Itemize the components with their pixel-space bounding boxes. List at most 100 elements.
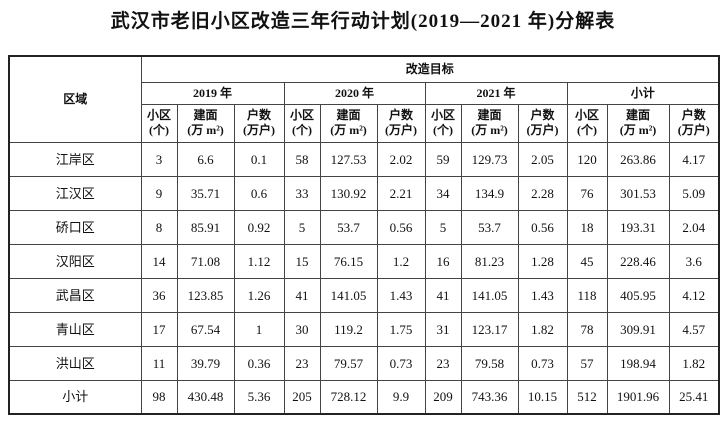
value-cell: 6.6: [176, 141, 235, 177]
value-cell: 0.73: [517, 345, 568, 381]
column-header-line: (个): [433, 123, 453, 137]
column-header-line: (万 m²): [187, 123, 224, 137]
value-cell: 123.85: [176, 277, 235, 313]
value-cell: 2.04: [668, 209, 720, 245]
value-cell: 1: [233, 311, 285, 347]
value-cell: 59: [424, 141, 462, 177]
value-cell: 263.86: [606, 141, 670, 177]
value-cell: 23: [424, 345, 462, 381]
data-row: 青山区 17 67.54 1 30 119.2 1.75 31 123.17 1.82 78 309.…: [8, 311, 720, 347]
value-cell: 130.92: [319, 175, 378, 211]
data-row: 武昌区 36 123.85 1.26 41 141.05 1.43 41 141.05 1.43 1…: [8, 277, 720, 313]
value-cell: 743.36: [460, 379, 519, 415]
value-cell: 81.23: [460, 243, 519, 279]
value-cell: 1.28: [517, 243, 568, 279]
column-header-line: 建面: [625, 108, 650, 122]
region-header: 区域: [8, 55, 142, 143]
value-cell: 405.95: [606, 277, 670, 313]
column-header-line: 户数: [388, 108, 413, 122]
value-cell: 76: [566, 175, 608, 211]
value-cell: 1.43: [517, 277, 568, 313]
value-cell: 98: [140, 379, 178, 415]
column-header: 小区 (个): [140, 103, 178, 143]
data-row: 洪山区 11 39.79 0.36 23 79.57 0.73 23 79.58 0.73 57 19…: [8, 345, 720, 381]
column-header: 小区 (个): [566, 103, 608, 143]
value-cell: 15: [283, 243, 321, 279]
column-header: 户数 (万户): [668, 103, 720, 143]
value-cell: 71.08: [176, 243, 235, 279]
value-cell: 23: [283, 345, 321, 381]
column-header-line: 建面: [336, 108, 361, 122]
value-cell: 1.82: [668, 345, 720, 381]
column-header-line: 小区: [430, 108, 455, 122]
group-header: 2020 年: [283, 81, 426, 105]
value-cell: 193.31: [606, 209, 670, 245]
value-cell: 1.26: [233, 277, 285, 313]
column-header-line: 户数: [530, 108, 555, 122]
value-cell: 209: [424, 379, 462, 415]
target-header: 改造目标: [140, 55, 720, 83]
value-cell: 198.94: [606, 345, 670, 381]
column-header-line: (万 m²): [330, 123, 367, 137]
header-row: 小区 (个) 建面 (万 m²) 户数 (万户) 小区 (个) 建面 (万 m²) 户数 (万户) 小区…: [9, 103, 720, 143]
value-cell: 57: [566, 345, 608, 381]
region-cell: 青山区: [8, 311, 142, 347]
column-header-line: (万 m²): [471, 123, 508, 137]
column-header-line: 建面: [193, 108, 218, 122]
value-cell: 4.17: [668, 141, 720, 177]
value-cell: 78: [566, 311, 608, 347]
column-header: 户数 (万户): [233, 103, 285, 143]
value-cell: 17: [140, 311, 178, 347]
value-cell: 18: [566, 209, 608, 245]
value-cell: 41: [424, 277, 462, 313]
value-cell: 67.54: [176, 311, 235, 347]
value-cell: 9.9: [376, 379, 426, 415]
value-cell: 85.91: [176, 209, 235, 245]
column-header-line: (万 m²): [619, 123, 657, 137]
column-header: 建面 (万 m²): [176, 103, 235, 143]
value-cell: 53.7: [319, 209, 378, 245]
value-cell: 309.91: [606, 311, 670, 347]
column-header-line: (个): [292, 123, 312, 137]
region-cell: 洪山区: [8, 345, 142, 381]
header-row: 区域 改造目标: [8, 55, 720, 143]
column-header: 小区 (个): [283, 103, 321, 143]
value-cell: 2.28: [517, 175, 568, 211]
value-cell: 41: [283, 277, 321, 313]
data-row: 汉阳区 14 71.08 1.12 15 76.15 1.2 16 81.23 1.28 45 228…: [8, 243, 720, 279]
region-cell: 江岸区: [8, 141, 142, 177]
column-header-line: (个): [149, 123, 169, 137]
column-header-line: 小区: [289, 108, 314, 122]
value-cell: 141.05: [319, 277, 378, 313]
value-cell: 58: [283, 141, 321, 177]
region-cell: 硚口区: [8, 209, 142, 245]
value-cell: 4.12: [668, 277, 720, 313]
group-header: 2019 年: [140, 81, 285, 105]
value-cell: 5: [283, 209, 321, 245]
value-cell: 10.15: [517, 379, 568, 415]
value-cell: 119.2: [319, 311, 378, 347]
value-cell: 0.1: [233, 141, 285, 177]
region-cell: 武昌区: [8, 277, 142, 313]
value-cell: 53.7: [460, 209, 519, 245]
value-cell: 228.46: [606, 243, 670, 279]
value-cell: 0.56: [376, 209, 426, 245]
value-cell: 1.2: [376, 243, 426, 279]
value-cell: 35.71: [176, 175, 235, 211]
region-cell: 江汉区: [8, 175, 142, 211]
value-cell: 36: [140, 277, 178, 313]
value-cell: 39.79: [176, 345, 235, 381]
value-cell: 3: [140, 141, 178, 177]
data-row: 硚口区 8 85.91 0.92 5 53.7 0.56 5 53.7 0.56 18 193.31 2…: [8, 209, 720, 245]
region-cell: 小计: [8, 379, 142, 415]
data-row: 江汉区 9 35.71 0.6 33 130.92 2.21 34 134.9 2.28 76 301…: [8, 175, 720, 211]
value-cell: 134.9: [460, 175, 519, 211]
value-cell: 127.53: [319, 141, 378, 177]
region-cell: 汉阳区: [8, 243, 142, 279]
column-header-line: 建面: [477, 108, 502, 122]
column-header: 建面 (万 m²): [460, 103, 519, 143]
value-cell: 0.6: [233, 175, 285, 211]
column-header-line: 户数: [681, 108, 706, 122]
value-cell: 0.56: [517, 209, 568, 245]
column-header: 建面 (万 m²): [319, 103, 378, 143]
